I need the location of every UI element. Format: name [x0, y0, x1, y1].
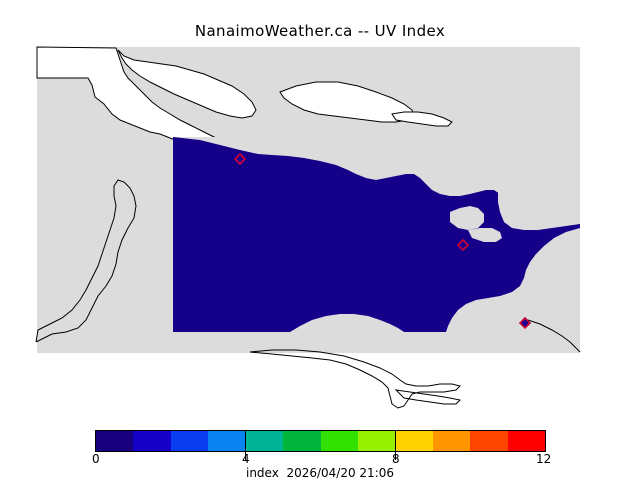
colorbar-segment-10 [470, 431, 508, 451]
station-marker-2[interactable] [456, 238, 470, 252]
colorbar-label-mid1: 4 [242, 452, 250, 466]
colorbar[interactable] [95, 430, 546, 452]
colorbar-segment-1 [133, 431, 171, 451]
map-graphic [35, 46, 581, 409]
colorbar-label-min: 0 [92, 452, 100, 466]
colorbar-segment-9 [432, 431, 471, 451]
land-overlay-north [173, 137, 580, 228]
station-marker-3[interactable] [518, 316, 532, 330]
colorbar-segment-0 [96, 431, 134, 451]
station-markers[interactable] [233, 152, 532, 330]
uv-data-field [173, 137, 580, 332]
water-narrow-channel [391, 111, 453, 127]
colorbar-segment-7 [357, 431, 396, 451]
land-overlay-small-island [468, 228, 502, 242]
land-overlay-south-spit [290, 314, 404, 332]
water-channel-1 [117, 49, 257, 119]
colorbar-caption: index 2026/04/20 21:06 [245, 466, 395, 480]
colorbar-tick-4 [245, 430, 246, 460]
coastline-south-peninsula [249, 349, 461, 409]
colorbar-segment-11 [507, 431, 546, 451]
colorbar-segment-5 [283, 431, 321, 451]
coastline-south-spit-outline [394, 389, 462, 405]
coastline-southeast-shore [527, 319, 581, 353]
coastline-west-island [35, 179, 137, 343]
colorbar-segment-6 [320, 431, 358, 451]
colorbar-segment-2 [170, 431, 209, 451]
land-overlay-east-peninsula [498, 182, 580, 230]
colorbar-segment-8 [395, 431, 433, 451]
page-title: NanaimoWeather.ca -- UV Index [194, 22, 446, 40]
station-marker-1[interactable] [233, 152, 247, 166]
colorbar-segment-3 [208, 431, 246, 451]
map-panel[interactable] [0, 42, 640, 412]
colorbar-segment-4 [245, 431, 284, 451]
colorbar-label-mid2: 8 [392, 452, 400, 466]
land-overlay-southeast [446, 228, 580, 332]
colorbar-tick-8 [395, 430, 396, 460]
land-overlay-island-notch [450, 206, 484, 230]
colorbar-label-max: 12 [536, 452, 552, 466]
colorbar-group [95, 430, 546, 460]
